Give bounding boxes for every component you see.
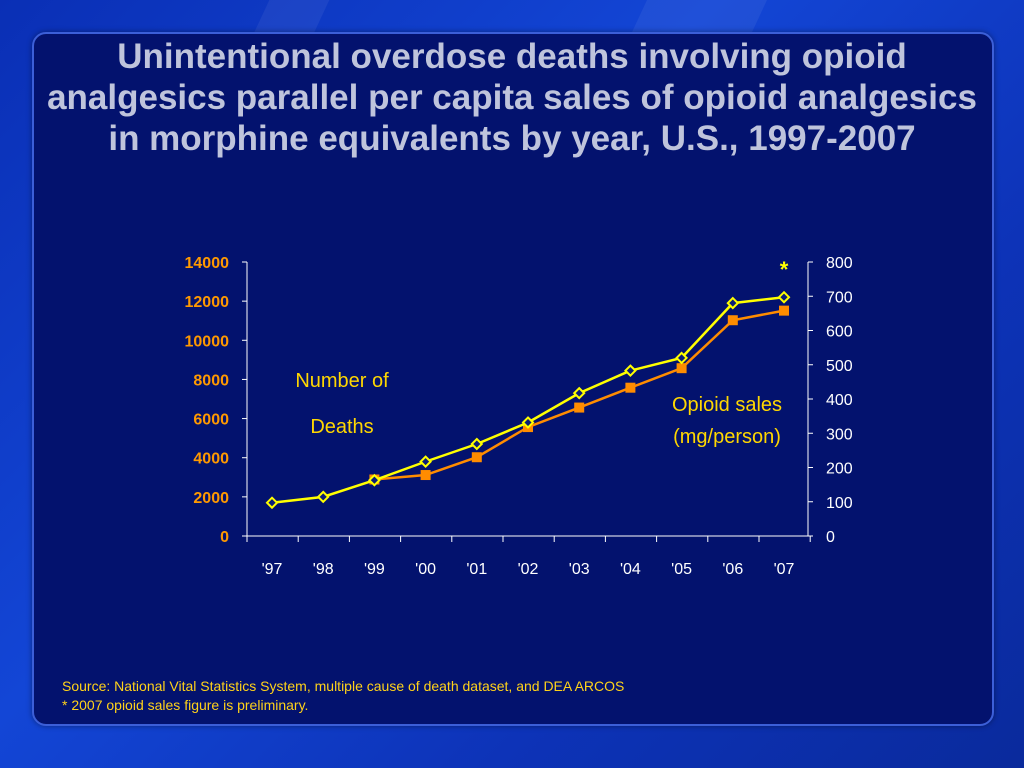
deaths-data-point [367, 473, 381, 487]
x-axis-tick-label: '02 [518, 561, 539, 578]
deaths-data-point [572, 386, 586, 400]
x-axis-tick-label: '06 [722, 561, 743, 578]
x-axis-tick-label: '01 [466, 561, 487, 578]
sales-data-point [625, 382, 636, 393]
sales-data-point [676, 363, 687, 374]
x-axis-tick-label: '00 [415, 561, 436, 578]
x-axis-tick-label: '05 [671, 561, 692, 578]
left-axis-tick-label: 2000 [193, 490, 229, 507]
sales-data-point [420, 470, 431, 481]
source-note: Source: National Vital Statistics System… [62, 678, 625, 694]
deaths-data-point [726, 296, 740, 310]
right-series-label: (mg/person) [673, 426, 781, 448]
right-series-label: Opioid sales [672, 394, 782, 416]
sales-data-point [779, 305, 789, 316]
deaths-data-point [777, 290, 791, 304]
slide-panel [32, 32, 994, 726]
x-axis-tick-label: '98 [313, 561, 334, 578]
deaths-data-point [265, 496, 279, 510]
x-axis-tick-label: '03 [569, 561, 590, 578]
deaths-data-point [675, 351, 689, 365]
sales-data-point [574, 402, 585, 413]
sales-data-point [471, 452, 482, 463]
x-axis-tick-label: '99 [364, 561, 385, 578]
right-axis-tick-label: 500 [826, 358, 853, 375]
deaths-data-point [419, 455, 433, 469]
deaths-data-point [521, 416, 535, 429]
preliminary-note: * 2007 opioid sales figure is preliminar… [62, 697, 309, 713]
x-axis-tick-label: '07 [774, 561, 795, 578]
right-axis-tick-label: 800 [826, 255, 853, 272]
right-axis-tick-label: 100 [826, 495, 853, 512]
left-series-label: Deaths [310, 416, 373, 438]
right-axis-tick-label: 600 [826, 324, 853, 341]
deaths-data-point [316, 490, 330, 504]
x-axis-tick-label: '04 [620, 561, 641, 578]
left-axis-tick-label: 8000 [193, 372, 229, 389]
right-axis-tick-label: 700 [826, 289, 853, 306]
left-axis-tick-label: 12000 [185, 294, 230, 311]
right-axis-tick-label: 300 [826, 426, 853, 443]
sales-data-point [727, 315, 738, 326]
left-axis-tick-label: 10000 [185, 333, 230, 350]
deaths-data-point [470, 437, 484, 451]
footnotes: Source: National Vital Statistics System… [62, 677, 624, 715]
left-axis-tick-label: 6000 [193, 412, 229, 429]
deaths-data-point [623, 364, 637, 378]
left-axis-tick-label: 4000 [193, 451, 229, 468]
right-axis-tick-label: 0 [826, 529, 835, 546]
slide-title: Unintentional overdose deaths involving … [47, 37, 977, 158]
right-axis-tick-label: 400 [826, 392, 853, 409]
right-axis-tick-label: 200 [826, 461, 853, 478]
left-axis-tick-label: 0 [220, 529, 229, 546]
x-axis-tick-label: '97 [262, 561, 283, 578]
preliminary-asterisk: * [780, 257, 789, 282]
left-axis-tick-label: 14000 [185, 255, 230, 272]
left-series-label: Number of [295, 370, 389, 392]
